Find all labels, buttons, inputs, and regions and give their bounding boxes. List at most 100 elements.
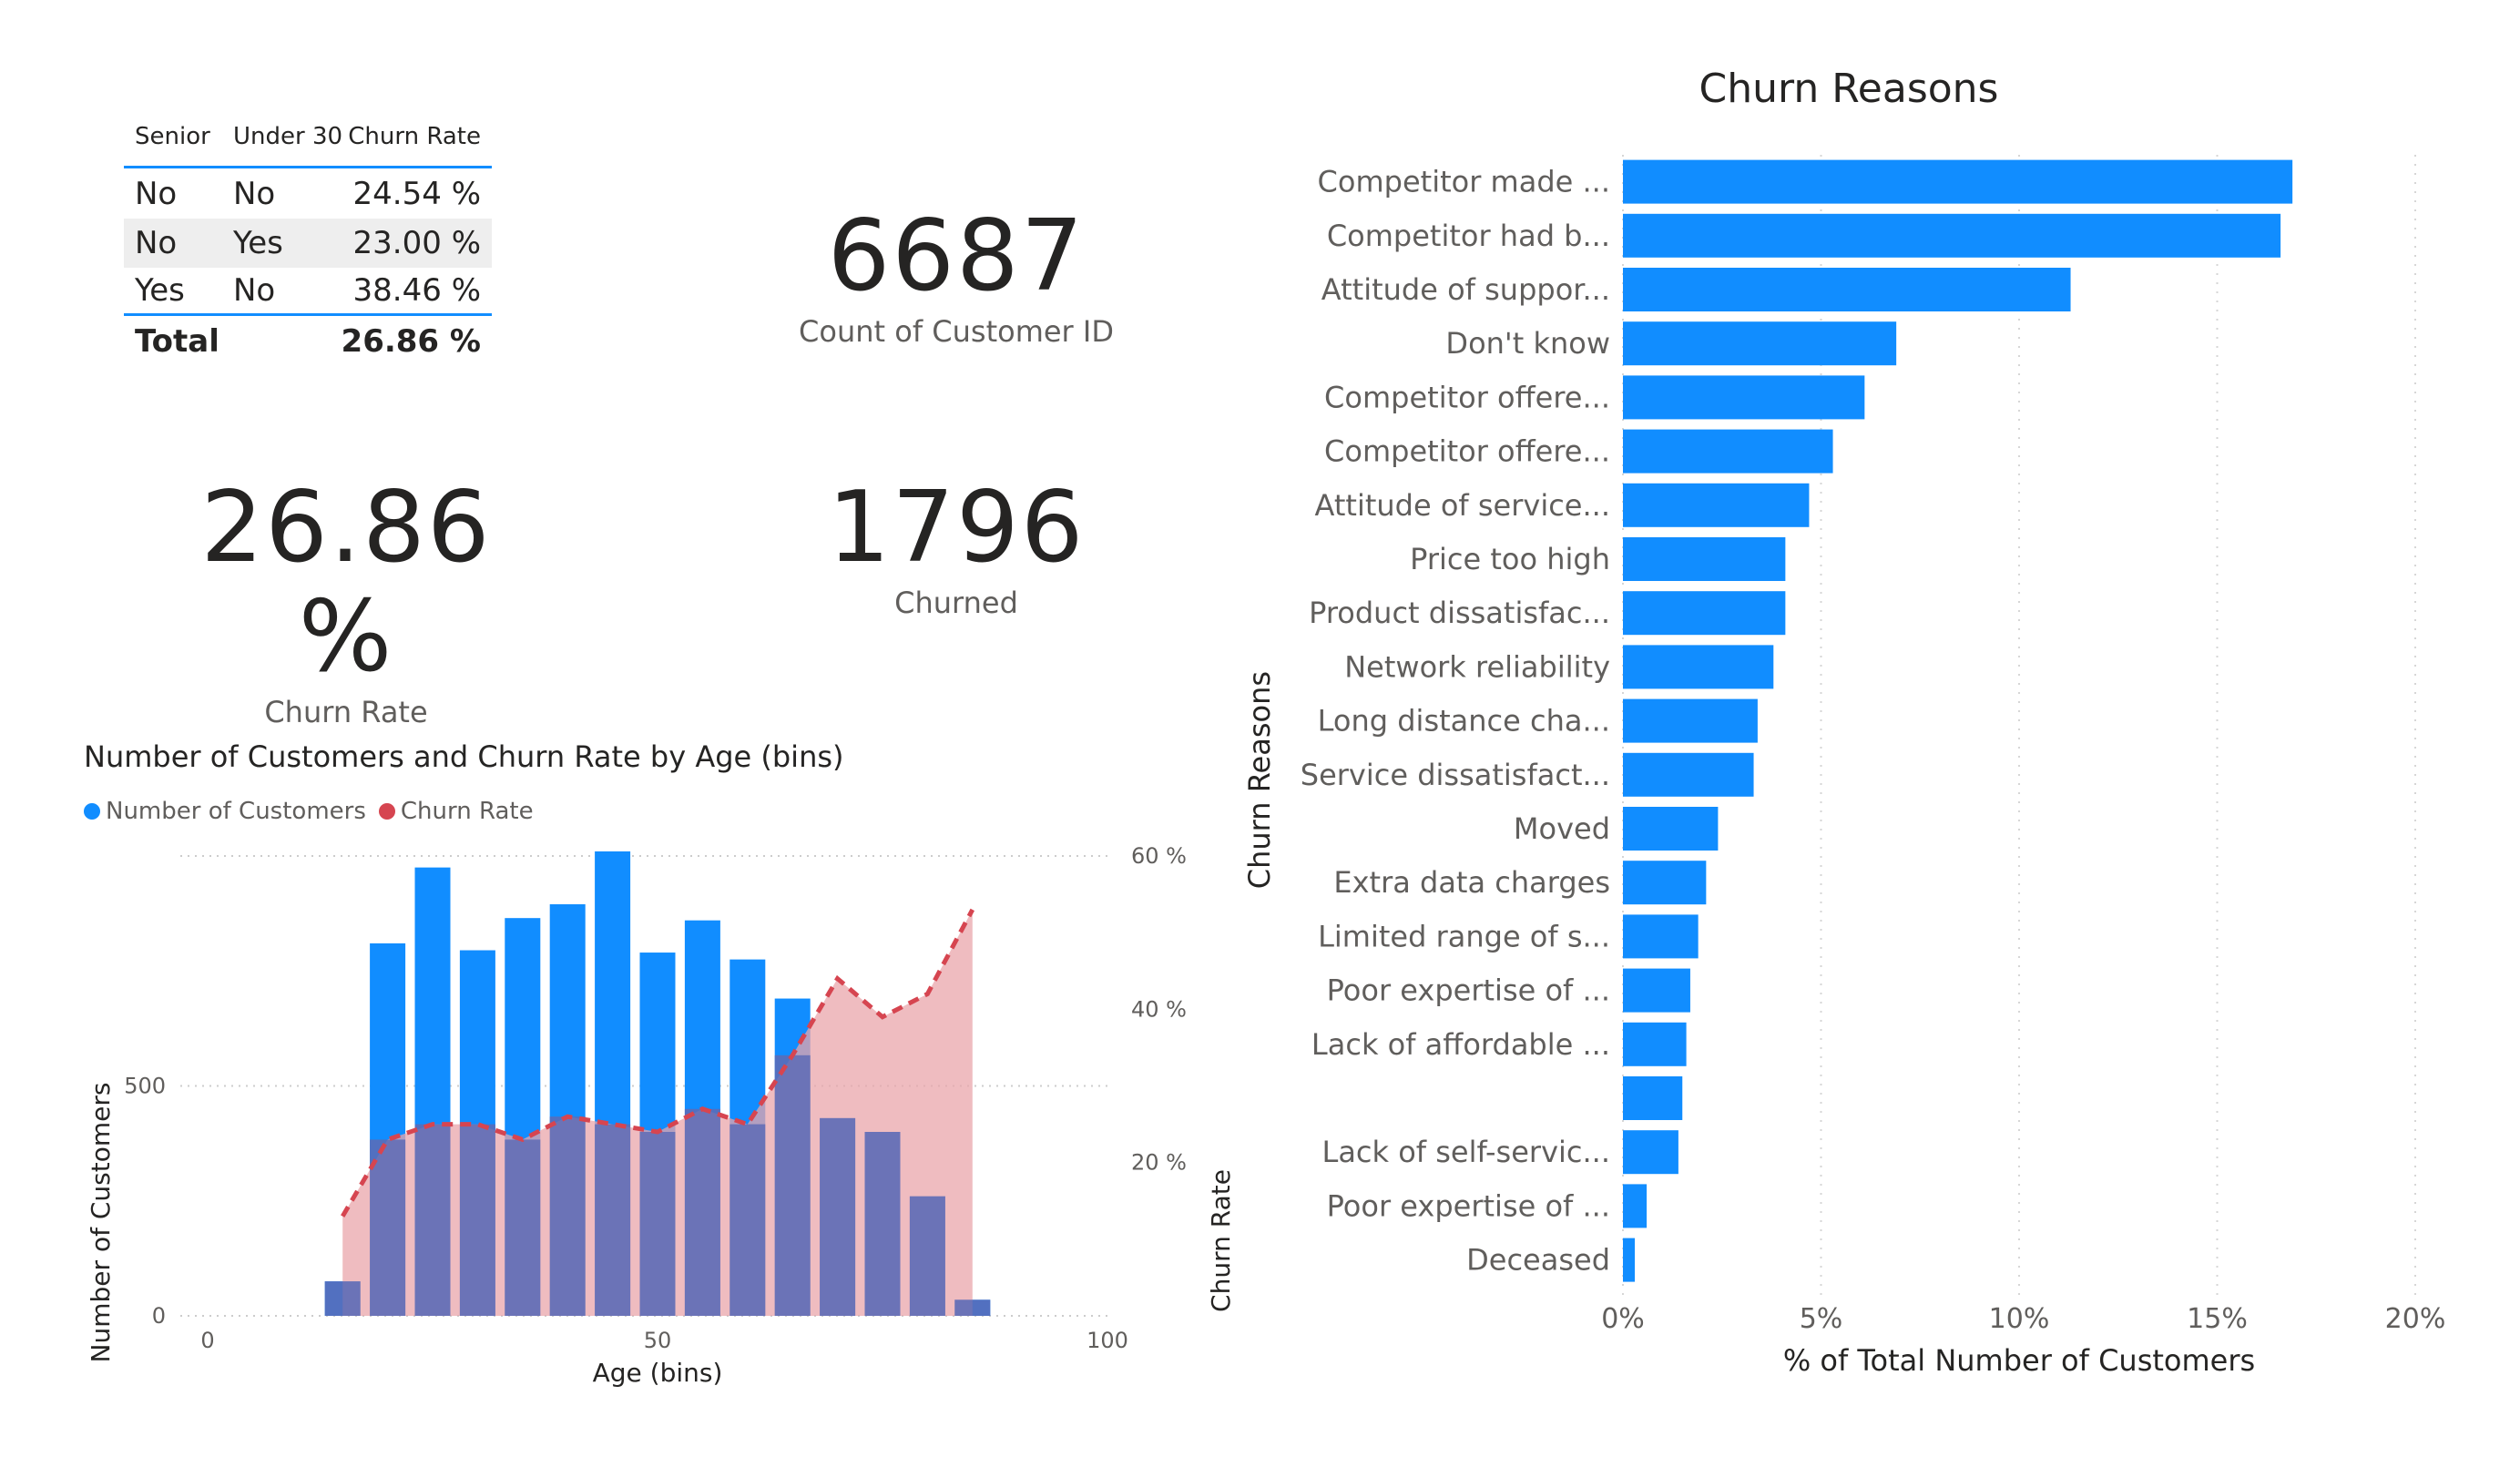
cell-rate: 23.00 % [352, 225, 481, 261]
x-tick-label: 10% [1989, 1303, 2050, 1335]
category-label: Poor expertise of ... [1327, 973, 1610, 1008]
churned-card-label: Churned [894, 586, 1018, 620]
overlap-bar [954, 1299, 991, 1316]
reason-bar [1623, 752, 1754, 797]
cell-under30: No [233, 176, 276, 212]
overlap-bar [595, 1124, 631, 1316]
reason-bar [1623, 159, 2293, 204]
x-axis-title: Age (bins) [593, 1358, 723, 1388]
customers-card-label: Count of Customer ID [799, 314, 1114, 349]
age-chart[interactable]: 0 50 100 0 500 20 % 40 % 60 % Age (bins) Number o… [0, 820, 1239, 1421]
reason-bar [1623, 429, 1833, 474]
reason-bar [1623, 1130, 1678, 1175]
reason-bar [1623, 968, 1690, 1013]
reason-bar [1623, 645, 1774, 689]
customers-card-value: 6687 [827, 199, 1086, 313]
y-axis-title: Churn Reasons [1242, 671, 1277, 889]
total-label: Total [135, 323, 219, 360]
overlap-bar [729, 1124, 766, 1316]
category-label: Competitor offere... [1324, 380, 1610, 414]
churned-card[interactable]: 1796 Churned [756, 474, 1157, 623]
churn-rate-line [341, 908, 975, 1218]
category-label: Deceased [1466, 1243, 1610, 1278]
overlap-bar [909, 1196, 945, 1316]
col-header-senior[interactable]: Senior [135, 123, 210, 150]
category-label: Limited range of s... [1318, 919, 1610, 953]
overlap-bar [459, 1124, 495, 1316]
col-header-under30[interactable]: Under 30 [233, 123, 343, 150]
churn-rate-card-label: Churn Rate [264, 695, 428, 729]
total-value: 26.86 % [341, 323, 481, 360]
category-label: Lack of affordable ... [1311, 1027, 1610, 1062]
cell-under30: No [233, 272, 276, 309]
cell-rate: 24.54 % [352, 176, 481, 212]
x-tick-label: 15% [2187, 1303, 2248, 1335]
x-axis-title: % of Total Number of Customers [1783, 1343, 2255, 1378]
customers-card[interactable]: 6687 Count of Customer ID [756, 202, 1157, 352]
legend-item-churn-rate[interactable]: Churn Rate [378, 798, 534, 825]
legend-dot-blue [84, 803, 100, 820]
overlap-bar [774, 1055, 811, 1316]
table-row[interactable]: No Yes 23.00 % [124, 219, 492, 268]
category-label: Poor expertise of ... [1327, 1188, 1610, 1223]
overlap-bar [639, 1132, 676, 1316]
col-header-churn-rate[interactable]: Churn Rate [348, 123, 481, 150]
y2-tick-label: 20 % [1131, 1150, 1187, 1176]
legend-label-churn-rate: Churn Rate [400, 798, 534, 825]
x-tick-label: 5% [1800, 1303, 1843, 1335]
category-label: Lack of self-servic... [1321, 1135, 1610, 1169]
reason-bar [1623, 375, 1865, 420]
churn-rate-card[interactable]: 26.86 % Churn Rate [146, 474, 546, 732]
y-tick-label: 500 [124, 1074, 166, 1099]
reason-bar [1623, 1238, 1636, 1282]
reason-bar [1623, 591, 1786, 636]
x-tick-label: 20% [2385, 1303, 2446, 1335]
churned-card-value: 1796 [827, 471, 1086, 585]
reason-bar [1623, 483, 1810, 527]
category-label: Service dissatisfact... [1301, 758, 1610, 792]
total-row[interactable]: Total 26.86 % [124, 317, 492, 366]
y-tick-label: 0 [152, 1303, 166, 1329]
reason-bar [1623, 1076, 1683, 1120]
cell-senior: No [135, 176, 178, 212]
y2-axis-title: Churn Rate [1206, 1169, 1236, 1312]
header-divider [124, 166, 492, 168]
x-tick-label: 50 [644, 1328, 672, 1353]
reason-bar [1623, 537, 1786, 581]
y2-tick-label: 40 % [1131, 996, 1187, 1022]
overlap-bar [370, 1139, 406, 1316]
category-label: Don't know [1445, 326, 1610, 361]
category-label: Competitor had b... [1327, 219, 1610, 253]
category-label: Product dissatisfac... [1309, 596, 1610, 630]
churn-rate-area [342, 909, 973, 1316]
reason-bar [1623, 268, 2071, 311]
reason-bar [1623, 1184, 1648, 1228]
reason-bar [1623, 914, 1699, 959]
legend-item-customers[interactable]: Number of Customers [84, 798, 366, 825]
age-chart-legend: Number of Customers Churn Rate [84, 798, 546, 825]
overlap-bar [864, 1132, 901, 1316]
reason-bar [1623, 698, 1758, 743]
churn-rate-card-value: 26.86 % [200, 471, 492, 694]
table-row[interactable]: No No 24.54 % [124, 169, 492, 219]
category-label: Long distance cha... [1318, 704, 1610, 739]
x-tick-label: 100 [1087, 1328, 1128, 1353]
overlap-bar [324, 1281, 361, 1316]
legend-label-customers: Number of Customers [106, 798, 366, 825]
overlap-bar [549, 1116, 586, 1316]
category-label: Network reliability [1344, 649, 1610, 684]
category-label: Competitor made ... [1318, 165, 1610, 199]
category-label: Price too high [1410, 542, 1610, 576]
cell-senior: No [135, 225, 178, 261]
reason-bar [1623, 807, 1719, 851]
reason-bar [1623, 861, 1707, 905]
reasons-chart[interactable]: 0% 5% 10% 15% 20% Competitor made ... Competit… [1239, 137, 2520, 1430]
table-row[interactable]: Yes No 38.46 % [124, 268, 492, 313]
cell-senior: Yes [135, 272, 185, 309]
overlap-bar [684, 1108, 720, 1316]
x-tick-label: 0% [1601, 1303, 1645, 1335]
category-label: Attitude of suppor... [1321, 272, 1610, 307]
total-divider [124, 313, 492, 316]
overlap-bar [820, 1117, 856, 1316]
reasons-chart-title: Churn Reasons [1699, 66, 1999, 112]
